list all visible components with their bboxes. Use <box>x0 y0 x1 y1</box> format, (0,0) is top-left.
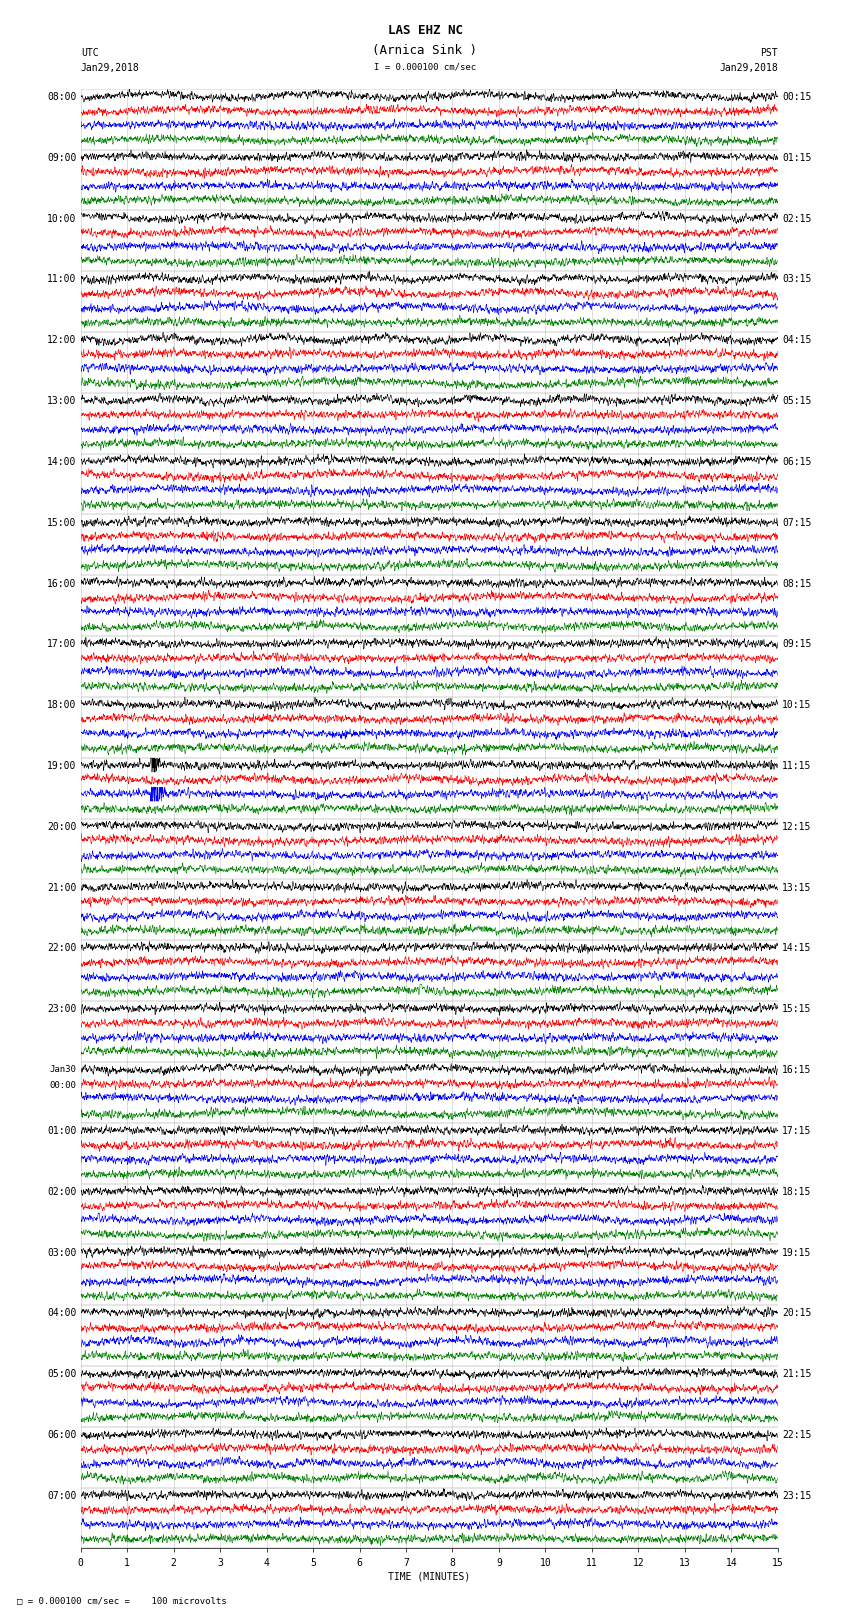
Text: 16:15: 16:15 <box>782 1065 812 1076</box>
Text: 15:00: 15:00 <box>47 518 76 527</box>
Text: 03:15: 03:15 <box>782 274 812 284</box>
Text: LAS EHZ NC: LAS EHZ NC <box>388 24 462 37</box>
Text: 13:15: 13:15 <box>782 882 812 892</box>
Text: □ = 0.000100 cm/sec =    100 microvolts: □ = 0.000100 cm/sec = 100 microvolts <box>17 1595 227 1605</box>
Text: 07:15: 07:15 <box>782 518 812 527</box>
Text: 14:15: 14:15 <box>782 944 812 953</box>
Text: 21:00: 21:00 <box>47 882 76 892</box>
Text: 19:00: 19:00 <box>47 761 76 771</box>
Text: 06:00: 06:00 <box>47 1431 76 1440</box>
Text: 00:00: 00:00 <box>49 1081 76 1090</box>
Text: UTC: UTC <box>81 48 99 58</box>
Text: 08:00: 08:00 <box>47 92 76 102</box>
Text: 02:15: 02:15 <box>782 213 812 224</box>
Text: Jan30: Jan30 <box>49 1065 76 1074</box>
Text: I = 0.000100 cm/sec: I = 0.000100 cm/sec <box>374 63 476 73</box>
Text: 12:00: 12:00 <box>47 336 76 345</box>
Text: 09:15: 09:15 <box>782 639 812 650</box>
Text: 04:00: 04:00 <box>47 1308 76 1318</box>
Text: 11:15: 11:15 <box>782 761 812 771</box>
Text: 09:00: 09:00 <box>47 153 76 163</box>
Text: 01:00: 01:00 <box>47 1126 76 1136</box>
Text: 19:15: 19:15 <box>782 1247 812 1258</box>
Text: 00:15: 00:15 <box>782 92 812 102</box>
Text: 12:15: 12:15 <box>782 823 812 832</box>
Text: 20:15: 20:15 <box>782 1308 812 1318</box>
Text: 22:15: 22:15 <box>782 1431 812 1440</box>
Text: 13:00: 13:00 <box>47 397 76 406</box>
Text: 06:15: 06:15 <box>782 456 812 466</box>
Text: 16:00: 16:00 <box>47 579 76 589</box>
Text: 18:00: 18:00 <box>47 700 76 710</box>
Text: 10:00: 10:00 <box>47 213 76 224</box>
Text: 23:00: 23:00 <box>47 1005 76 1015</box>
X-axis label: TIME (MINUTES): TIME (MINUTES) <box>388 1571 470 1582</box>
Text: 03:00: 03:00 <box>47 1247 76 1258</box>
Text: Jan29,2018: Jan29,2018 <box>719 63 778 73</box>
Text: 11:00: 11:00 <box>47 274 76 284</box>
Text: (Arnica Sink ): (Arnica Sink ) <box>372 44 478 56</box>
Text: 04:15: 04:15 <box>782 336 812 345</box>
Text: 23:15: 23:15 <box>782 1490 812 1500</box>
Text: 02:00: 02:00 <box>47 1187 76 1197</box>
Text: 08:15: 08:15 <box>782 579 812 589</box>
Text: 15:15: 15:15 <box>782 1005 812 1015</box>
Text: 05:00: 05:00 <box>47 1369 76 1379</box>
Text: 21:15: 21:15 <box>782 1369 812 1379</box>
Text: 05:15: 05:15 <box>782 397 812 406</box>
Text: 10:15: 10:15 <box>782 700 812 710</box>
Text: 22:00: 22:00 <box>47 944 76 953</box>
Text: 17:00: 17:00 <box>47 639 76 650</box>
Text: 14:00: 14:00 <box>47 456 76 466</box>
Text: 17:15: 17:15 <box>782 1126 812 1136</box>
Text: 20:00: 20:00 <box>47 823 76 832</box>
Text: PST: PST <box>760 48 778 58</box>
Text: 07:00: 07:00 <box>47 1490 76 1500</box>
Text: 18:15: 18:15 <box>782 1187 812 1197</box>
Text: Jan29,2018: Jan29,2018 <box>81 63 139 73</box>
Text: 01:15: 01:15 <box>782 153 812 163</box>
